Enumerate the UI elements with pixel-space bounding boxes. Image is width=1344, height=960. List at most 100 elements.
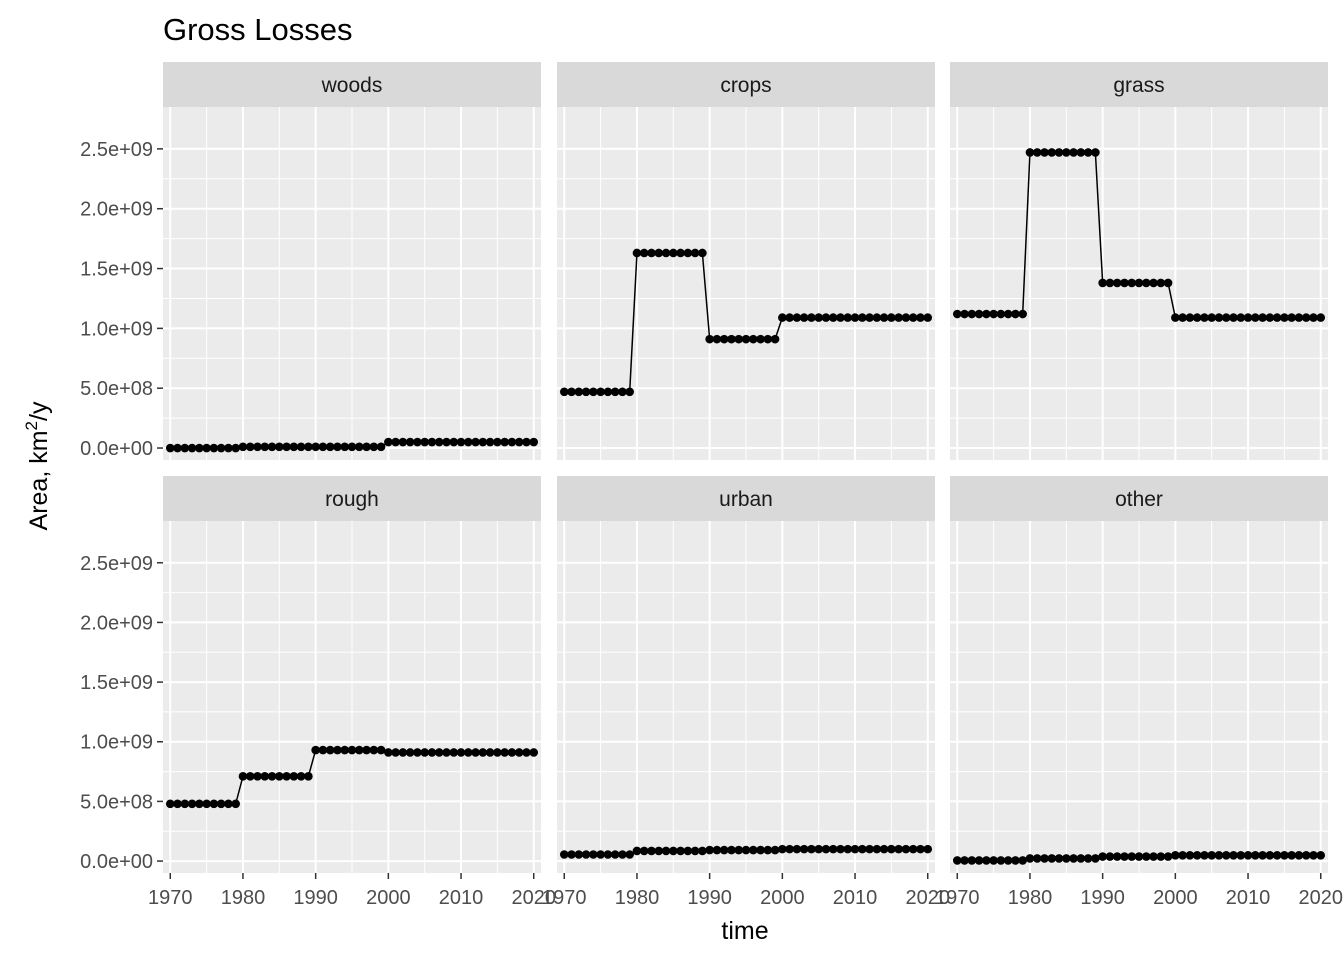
- data-point: [1149, 278, 1158, 288]
- x-tick-label: 1980: [615, 887, 660, 909]
- data-point: [195, 799, 204, 809]
- data-point: [574, 850, 584, 859]
- data-point: [267, 772, 277, 781]
- strip-label-urban: urban: [719, 488, 773, 511]
- data-point: [712, 845, 722, 855]
- data-point: [770, 845, 780, 855]
- data-point: [1025, 148, 1035, 157]
- data-point: [908, 844, 918, 854]
- strip-crops: [557, 62, 935, 107]
- data-point: [1083, 148, 1093, 157]
- data-point: [500, 437, 509, 447]
- data-point: [522, 437, 531, 447]
- data-point: [231, 443, 240, 453]
- data-point: [1287, 313, 1296, 322]
- data-point: [916, 313, 925, 322]
- data-point: [821, 313, 831, 322]
- data-point: [661, 846, 671, 856]
- data-point: [173, 799, 182, 809]
- data-point: [603, 850, 613, 859]
- data-point: [405, 437, 415, 447]
- data-point: [260, 772, 270, 781]
- data-point: [690, 846, 700, 856]
- data-point: [1069, 854, 1078, 863]
- data-point: [347, 745, 357, 755]
- data-point: [1149, 852, 1158, 861]
- x-tick-label: 1990: [687, 887, 732, 909]
- data-point: [1301, 851, 1311, 860]
- data-point: [1243, 851, 1253, 860]
- data-point: [894, 313, 903, 322]
- data-point: [464, 748, 473, 757]
- data-point: [574, 387, 584, 397]
- data-point: [756, 845, 765, 855]
- data-point: [238, 772, 248, 781]
- data-point: [231, 799, 240, 809]
- data-point: [1040, 854, 1049, 863]
- data-point: [493, 748, 502, 757]
- data-point: [1112, 278, 1122, 288]
- data-point: [727, 334, 736, 344]
- data-point: [1011, 856, 1020, 865]
- y-tick-label: 2.5e+09: [80, 553, 153, 575]
- data-point: [1265, 313, 1275, 322]
- data-point: [669, 248, 678, 258]
- data-point: [1047, 148, 1057, 157]
- data-point: [705, 845, 714, 855]
- data-point: [398, 437, 408, 447]
- data-point: [960, 856, 969, 865]
- strip-urban: [557, 476, 935, 521]
- data-point: [901, 313, 911, 322]
- panel-crops: crops: [557, 62, 935, 460]
- data-point: [434, 748, 444, 757]
- data-point: [471, 437, 480, 447]
- data-point: [1185, 313, 1195, 322]
- data-point: [1025, 854, 1035, 863]
- data-point: [1272, 851, 1282, 860]
- data-point: [960, 309, 969, 319]
- data-point: [1069, 148, 1078, 157]
- data-point: [1214, 313, 1224, 322]
- data-point: [1163, 852, 1173, 861]
- data-point: [514, 748, 524, 757]
- data-point: [1062, 148, 1071, 157]
- data-point: [1003, 856, 1013, 865]
- data-point: [1287, 851, 1296, 860]
- data-point: [253, 772, 262, 781]
- data-point: [589, 387, 598, 397]
- data-point: [1156, 852, 1166, 861]
- data-point: [1062, 854, 1071, 863]
- data-point: [187, 799, 197, 809]
- data-point: [529, 437, 539, 447]
- data-point: [1112, 852, 1122, 861]
- x-tick-label: 1980: [1008, 887, 1053, 909]
- data-point: [1301, 313, 1311, 322]
- data-point: [1156, 278, 1166, 288]
- data-point: [727, 845, 736, 855]
- data-point: [1192, 851, 1202, 860]
- y-tick-label: 5.0e+08: [80, 378, 153, 400]
- data-point: [456, 748, 466, 757]
- data-point: [989, 309, 998, 319]
- strip-label-crops: crops: [720, 74, 771, 97]
- data-point: [567, 387, 576, 397]
- data-point: [493, 437, 502, 447]
- data-point: [996, 309, 1006, 319]
- data-point: [1236, 313, 1246, 322]
- data-point: [514, 437, 524, 447]
- data-point: [209, 799, 219, 809]
- data-point: [763, 845, 773, 855]
- data-point: [304, 442, 313, 452]
- data-point: [384, 748, 393, 757]
- data-point: [683, 846, 693, 856]
- data-point: [224, 799, 233, 809]
- x-tick-label: 1970: [148, 887, 193, 909]
- data-point: [967, 856, 977, 865]
- data-point: [785, 313, 794, 322]
- y-tick-label: 1.5e+09: [80, 672, 153, 694]
- data-point: [1032, 148, 1042, 157]
- data-point: [690, 248, 700, 258]
- data-point: [1127, 852, 1137, 861]
- data-point: [1120, 852, 1129, 861]
- data-point: [391, 437, 400, 447]
